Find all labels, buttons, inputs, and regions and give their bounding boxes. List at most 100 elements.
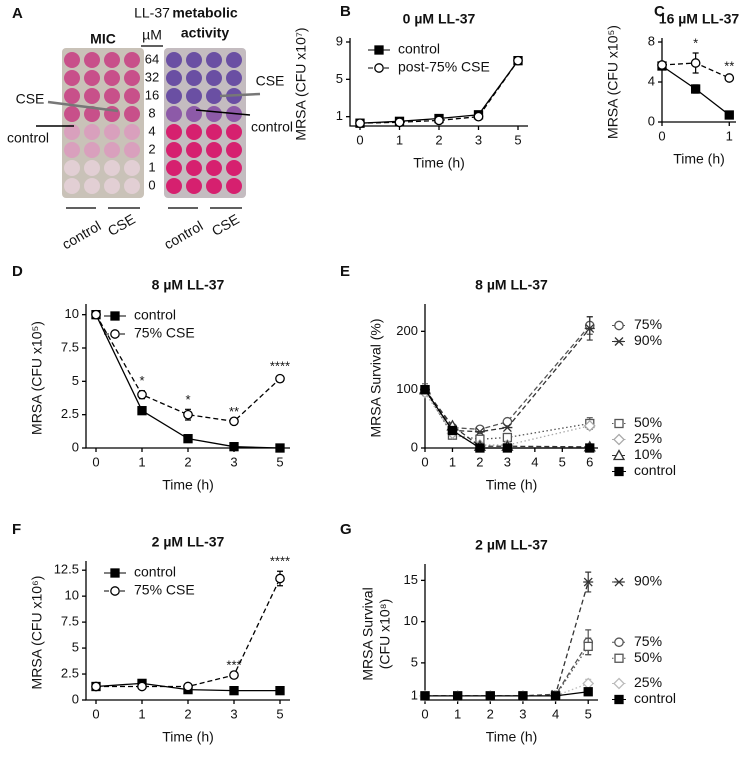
- well: [206, 106, 222, 122]
- x-tick-label: 5: [514, 132, 521, 147]
- legend-label: 25%: [634, 430, 662, 446]
- y-tick-label: 2.5: [61, 406, 79, 421]
- well: [226, 52, 242, 68]
- series-line: [359, 60, 519, 124]
- marker: [110, 586, 120, 596]
- marker: [690, 58, 701, 68]
- well: [84, 178, 100, 194]
- concentration: 4: [148, 123, 155, 138]
- marker: [614, 337, 624, 346]
- label: metabolic: [172, 5, 238, 21]
- marker: [374, 45, 384, 55]
- marker: [485, 691, 495, 701]
- y-tick-label: 0: [72, 439, 79, 454]
- y-axis-label: MRSA Survival (%): [368, 318, 384, 437]
- y-tick-label: 100: [396, 381, 418, 396]
- concentration: 0: [148, 177, 155, 192]
- marker: [518, 691, 528, 701]
- x-tick-label: 5: [276, 706, 283, 721]
- marker: [110, 568, 120, 578]
- marker: [137, 406, 147, 416]
- label: µM: [142, 27, 162, 43]
- x-tick-label: 1: [138, 706, 145, 721]
- legend-label: 75%: [634, 316, 662, 332]
- legend-label: 10%: [634, 446, 662, 462]
- marker: [394, 117, 405, 128]
- x-tick-label: 3: [230, 706, 237, 721]
- marker: [183, 409, 193, 420]
- marker: [724, 73, 735, 83]
- x-axis-label: Time (h): [486, 477, 538, 493]
- y-tick-label: 5: [336, 71, 343, 86]
- well: [166, 70, 182, 86]
- marker: [583, 687, 593, 697]
- x-axis-label: Time (h): [413, 155, 465, 171]
- label: LL-37: [134, 5, 170, 21]
- legend-label: post-75% CSE: [398, 59, 490, 75]
- x-tick-label: 3: [475, 132, 482, 147]
- legend-label: 50%: [634, 414, 662, 430]
- marker: [183, 681, 193, 692]
- marker: [614, 637, 624, 648]
- well: [84, 142, 100, 158]
- chart: F 2 µM LL-37 Time (h) MRSA (CFU x10⁶) 0 2.5 5 7…: [12, 521, 290, 745]
- x-axis-label: Time (h): [162, 729, 214, 745]
- concentration: 16: [145, 87, 159, 102]
- x-tick-label: 1: [454, 706, 461, 721]
- series-line: [95, 314, 281, 423]
- x-axis-label: Time (h): [162, 477, 214, 493]
- legend-label: 50%: [634, 649, 662, 665]
- y-tick-label: 8: [648, 33, 655, 48]
- well: [64, 52, 80, 68]
- y-tick-label: 0: [648, 113, 655, 128]
- x-tick-label: 5: [585, 706, 592, 721]
- series-line: [425, 682, 589, 697]
- well: [166, 160, 182, 176]
- well: [206, 52, 222, 68]
- legend-label: control: [398, 41, 440, 57]
- concentration: 32: [145, 69, 159, 84]
- panel-letter: B: [340, 3, 351, 20]
- legend-label: control: [634, 690, 676, 706]
- well: [166, 142, 182, 158]
- marker: [583, 577, 594, 587]
- marker: [110, 311, 120, 321]
- well: [104, 124, 120, 140]
- well: [206, 178, 222, 194]
- x-tick-label: 2: [476, 454, 483, 469]
- axis: [424, 564, 598, 701]
- well: [226, 160, 242, 176]
- marker: [614, 577, 624, 587]
- well: [64, 70, 80, 86]
- marker: [91, 681, 101, 692]
- marker: [502, 443, 513, 453]
- annotation: ****: [270, 358, 290, 373]
- marker: [275, 573, 285, 584]
- x-tick-label: 4: [531, 454, 538, 469]
- marker: [690, 84, 701, 94]
- x-tick-label: 1: [449, 454, 456, 469]
- label: activity: [181, 25, 229, 41]
- y-tick-label: 5: [72, 373, 79, 388]
- chart-title: 8 µM LL-37: [152, 277, 225, 293]
- annotation: **: [724, 58, 734, 73]
- marker: [275, 443, 285, 453]
- well: [206, 124, 222, 140]
- label: CSE: [209, 211, 242, 239]
- y-axis-label: MRSA (CFU x10⁵): [605, 25, 621, 139]
- panel-letter: G: [340, 521, 352, 538]
- well: [84, 52, 100, 68]
- well: [166, 106, 182, 122]
- well: [186, 52, 202, 68]
- well: [124, 124, 140, 140]
- label: control: [59, 217, 103, 252]
- y-axis-label: MRSA (CFU x10⁵): [29, 321, 45, 435]
- well: [226, 178, 242, 194]
- chart-title: 2 µM LL-37: [475, 537, 548, 553]
- well: [104, 70, 120, 86]
- label: control: [251, 119, 293, 135]
- chart-title: 16 µM LL-37: [659, 11, 740, 27]
- legend-label: 90%: [634, 573, 662, 589]
- y-tick-label: 7.5: [61, 339, 79, 354]
- x-tick-label: 2: [487, 706, 494, 721]
